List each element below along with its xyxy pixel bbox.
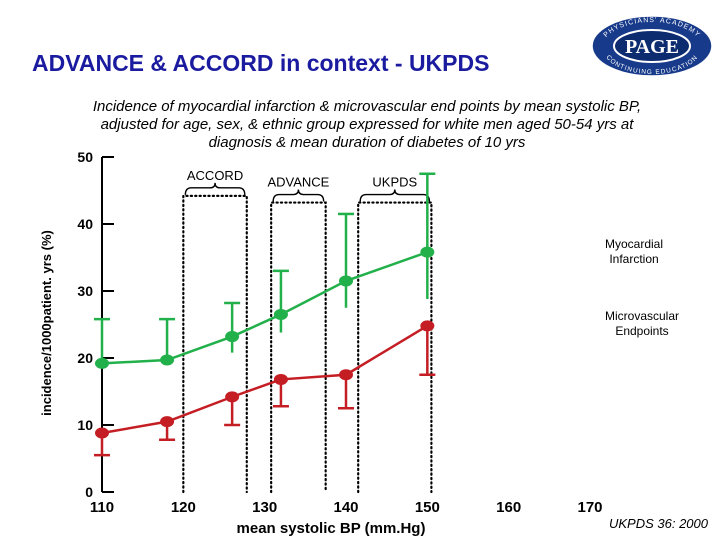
data-point [273, 308, 288, 320]
series-layer: MyocardialInfarctionMicrovascularEndpoin… [94, 172, 679, 457]
x-tick-label: 120 [171, 499, 196, 516]
subtitle-line-2: adjusted for age, sex, & ethnic group ex… [100, 116, 634, 133]
y-tick-label: 30 [77, 283, 93, 299]
y-tick-label: 20 [77, 350, 93, 366]
x-tick-label: 140 [333, 499, 358, 516]
series-label: Myocardial [605, 237, 663, 251]
data-point [273, 373, 288, 385]
data-point [420, 320, 435, 332]
data-point [225, 331, 240, 343]
study-brace [359, 189, 431, 202]
x-tick-label: 150 [415, 499, 440, 516]
data-point [95, 427, 109, 439]
y-tick-label: 40 [77, 216, 93, 232]
x-tick-label: 160 [496, 499, 521, 516]
study-box [357, 201, 433, 494]
data-point [225, 391, 240, 403]
study-box [270, 201, 327, 494]
study-label: UKPDS [372, 175, 417, 190]
data-point [160, 354, 175, 366]
subtitle-line-1: Incidence of myocardial infarction & mic… [92, 98, 642, 115]
x-axis-title: mean systolic BP (mm.Hg) [237, 520, 426, 537]
study-brace [272, 189, 325, 202]
data-point [160, 416, 175, 428]
study-box [182, 194, 248, 494]
x-tick-label: 130 [252, 499, 277, 516]
series-label: Endpoints [615, 324, 668, 338]
series-label: Infarction [609, 252, 658, 266]
y-tick-label: 10 [77, 417, 93, 433]
chart-subtitle: Incidence of myocardial infarction & mic… [22, 98, 712, 152]
subtitle-line-3: diagnosis & mean duration of diabetes of… [208, 134, 526, 151]
study-brackets: ACCORD ADVANCE UKPDS [182, 168, 433, 494]
data-point [339, 369, 353, 381]
logo-wordmark: PAGE [625, 36, 679, 58]
y-tick-label: 0 [85, 484, 93, 500]
axis-labels: mean systolic BP (mm.Hg) incidence/1000pa… [39, 230, 425, 537]
study-brace [184, 182, 246, 195]
slide-title: ADVANCE & ACCORD in context - UKPDS [32, 50, 490, 76]
study-label: ADVANCE [267, 175, 329, 190]
series-line [101, 250, 428, 365]
data-point [339, 275, 353, 287]
data-point [420, 246, 435, 258]
series-label: Microvascular [605, 309, 679, 323]
citation: UKPDS 36: 2000 [608, 516, 708, 531]
study-label: ACCORD [187, 168, 243, 183]
series-line [101, 324, 428, 435]
y-axis-title: incidence/1000patient. yrs (%) [39, 230, 54, 416]
page-logo: PHYSICIANS' ACADEMY CONTINUING EDUCATION… [591, 15, 713, 77]
data-point [95, 357, 109, 369]
x-tick-label: 110 [90, 499, 114, 516]
x-tick-label: 170 [577, 499, 602, 516]
logo-center [613, 29, 691, 63]
y-tick-label: 50 [77, 149, 93, 165]
